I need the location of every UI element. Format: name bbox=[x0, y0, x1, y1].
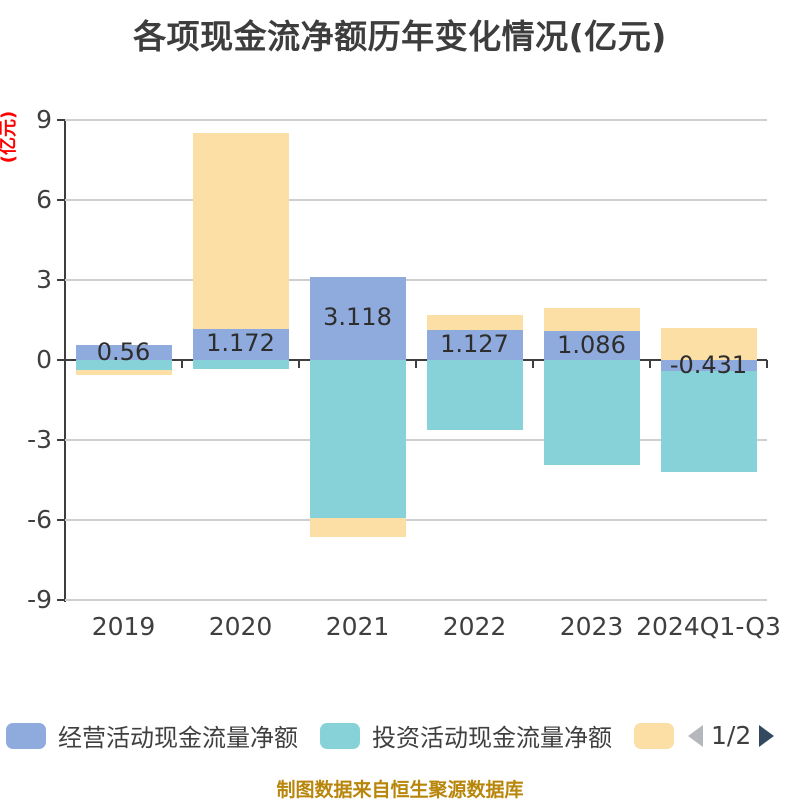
y-axis-tick bbox=[57, 279, 65, 281]
y-axis-tick bbox=[57, 439, 65, 441]
legend-label: 经营活动现金流量净额 bbox=[58, 724, 298, 752]
legend-item[interactable]: 投资活动现金流量净额 bbox=[320, 718, 612, 753]
y-tick-label: 3 bbox=[36, 265, 52, 294]
bar-segment bbox=[426, 360, 523, 431]
zero-axis-boundary-tick bbox=[64, 360, 66, 368]
bar-value-label: -0.431 bbox=[669, 350, 748, 379]
y-tick-label: 6 bbox=[36, 185, 52, 214]
page-indicator: 1/2 bbox=[711, 721, 752, 750]
gridline bbox=[65, 119, 767, 121]
footer-note: 制图数据来自恒生聚源数据库 bbox=[276, 779, 524, 801]
bar-segment bbox=[309, 518, 406, 538]
bar-segment bbox=[426, 315, 523, 330]
bar-segment bbox=[660, 360, 757, 372]
gridline bbox=[65, 519, 767, 521]
legend-items: 经营活动现金流量净额 投资活动现金流量净额 bbox=[6, 718, 674, 753]
x-axis-label: 2024Q1-Q3 bbox=[636, 612, 781, 641]
legend-item[interactable] bbox=[634, 722, 674, 749]
zero-axis-boundary-tick bbox=[181, 360, 183, 368]
legend-pagination: 1/2 bbox=[688, 721, 775, 750]
bar-value-label: 1.086 bbox=[557, 330, 626, 359]
zero-axis-boundary-tick bbox=[649, 360, 651, 368]
next-page-arrow-icon[interactable] bbox=[759, 724, 775, 747]
bar-segment bbox=[192, 133, 289, 329]
bar-segment bbox=[543, 360, 640, 466]
legend-swatch[interactable] bbox=[634, 722, 674, 749]
zero-axis-boundary-tick bbox=[298, 360, 300, 368]
x-axis-label: 2023 bbox=[559, 612, 624, 641]
x-axis-label: 2020 bbox=[208, 612, 273, 641]
x-axis-label: 2022 bbox=[442, 612, 507, 641]
bar-segment bbox=[192, 360, 289, 370]
bar-segment bbox=[426, 329, 523, 360]
zero-axis-boundary-tick bbox=[415, 360, 417, 368]
y-tick-label: 9 bbox=[36, 105, 52, 134]
gridline bbox=[65, 599, 767, 601]
legend-item[interactable]: 经营活动现金流量净额 bbox=[6, 718, 298, 753]
legend-swatch[interactable] bbox=[6, 722, 46, 749]
y-axis-tick bbox=[57, 119, 65, 121]
bar-segment bbox=[75, 370, 172, 376]
y-tick-label: -6 bbox=[27, 505, 52, 534]
bar-segment bbox=[543, 331, 640, 360]
bar-segment bbox=[309, 276, 406, 360]
y-axis-tick bbox=[57, 359, 65, 361]
y-tick-label: -9 bbox=[27, 585, 52, 614]
y-axis-tick bbox=[57, 199, 65, 201]
zero-axis-boundary-tick bbox=[766, 360, 768, 368]
y-axis-tick bbox=[57, 519, 65, 521]
bar-segment bbox=[660, 328, 757, 360]
bar-value-label: 1.172 bbox=[206, 329, 275, 358]
legend-label: 投资活动现金流量净额 bbox=[372, 724, 612, 752]
legend: 经营活动现金流量净额 投资活动现金流量净额 1/2 bbox=[6, 718, 775, 753]
bar-segment bbox=[309, 360, 406, 519]
bar-segment bbox=[543, 307, 640, 332]
zero-axis-boundary-tick bbox=[532, 360, 534, 368]
bar-segment bbox=[75, 345, 172, 360]
x-axis-label: 2021 bbox=[325, 612, 390, 641]
bar-segment bbox=[192, 328, 289, 360]
legend-swatch[interactable] bbox=[320, 722, 360, 749]
chart-title: 各项现金流净额历年变化情况(亿元) bbox=[133, 17, 667, 56]
y-tick-label: -3 bbox=[27, 425, 52, 454]
bar-value-label: 1.127 bbox=[440, 329, 509, 358]
y-axis-tick bbox=[57, 599, 65, 601]
bar-segment bbox=[75, 360, 172, 371]
bar-segment bbox=[660, 371, 757, 473]
prev-page-arrow-icon[interactable] bbox=[688, 724, 703, 747]
gridline bbox=[65, 439, 767, 441]
gridline bbox=[65, 199, 767, 201]
gridline bbox=[65, 279, 767, 281]
x-axis-label: 2019 bbox=[91, 612, 156, 641]
bar-value-label: 3.118 bbox=[323, 303, 392, 332]
y-tick-label: 0 bbox=[36, 345, 52, 374]
bar-value-label: 0.56 bbox=[96, 337, 151, 366]
